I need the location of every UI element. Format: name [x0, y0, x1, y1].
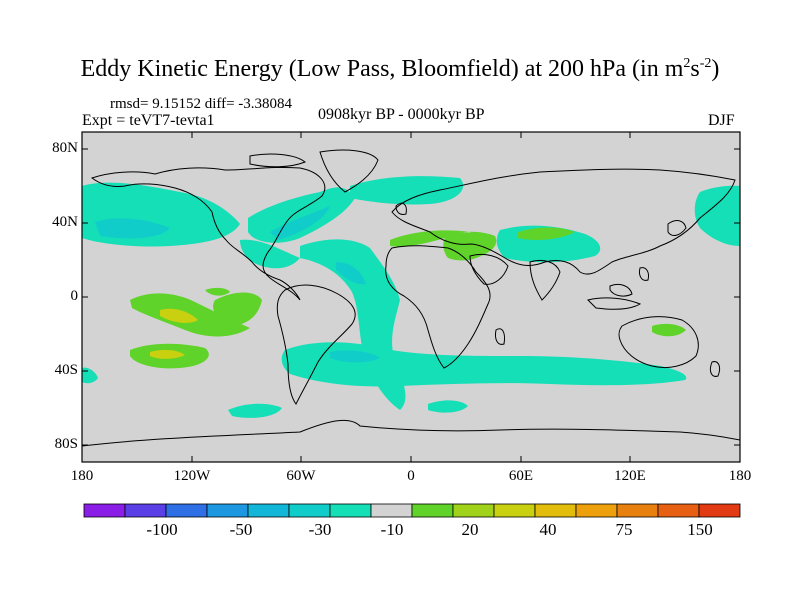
lat-tick-label: 0 — [70, 288, 79, 304]
greenland-coast — [319, 149, 379, 193]
philippines-coast — [639, 267, 649, 281]
south-pacific-positive-2 — [213, 292, 262, 326]
southern-ocean-core — [330, 350, 380, 363]
colorbar-label: 20 — [461, 520, 479, 539]
south-atlantic-high-lat — [428, 400, 468, 413]
lon-tick-label: 180 — [728, 468, 752, 484]
nw-pacific-anomaly — [694, 185, 740, 246]
colorbar-swatch — [247, 503, 290, 518]
australia-positive — [652, 323, 686, 337]
india-coast — [529, 259, 561, 301]
lon-tick-label: 60E — [508, 468, 534, 484]
east-pacific-anomaly — [240, 239, 300, 269]
lon-tick-label: 120W — [173, 468, 211, 484]
colorbar-swatch — [329, 503, 372, 518]
west-edge-southern-patch — [82, 367, 98, 384]
japan-coast — [667, 220, 687, 236]
experiment-label: Expt = teVT7-tevta1 — [82, 112, 215, 129]
arctic-islands-coast — [249, 153, 306, 168]
anomaly-fields — [82, 176, 740, 418]
coastlines — [82, 149, 740, 447]
colorbar-swatch — [165, 503, 208, 518]
colorbar-swatch — [288, 503, 331, 518]
south-america-coast — [276, 284, 356, 405]
north-pacific-anomaly-core — [95, 218, 170, 239]
australia-coast — [618, 316, 699, 369]
lat-tick-label: 40N — [52, 214, 78, 230]
colorbar-label: 75 — [615, 520, 633, 539]
colorbar-swatch — [575, 503, 618, 518]
north-america-coast — [90, 166, 326, 301]
colorbar-label: -10 — [380, 520, 404, 539]
colorbar-swatch — [83, 503, 126, 518]
colorbar-swatch — [411, 503, 454, 518]
colorbar-swatch — [493, 503, 536, 518]
madagascar-coast — [495, 328, 505, 345]
colorbar-label: -30 — [308, 520, 332, 539]
asia-positive-patch — [518, 227, 575, 240]
lon-tick-label: 0 — [407, 468, 415, 484]
uk-coast — [395, 202, 407, 215]
eurasia-coast — [391, 168, 736, 275]
colorbar-label: -50 — [229, 520, 253, 539]
lon-tick-label: 180 — [70, 468, 94, 484]
colorbar-swatch — [657, 503, 700, 518]
borneo-coast — [609, 283, 633, 297]
indonesia-coast — [587, 297, 642, 310]
axis-ticks — [81, 132, 741, 462]
africa-coast — [385, 245, 491, 369]
colorbar-swatch — [534, 503, 577, 518]
colorbar-swatch — [452, 503, 495, 518]
colorbar — [83, 503, 741, 518]
middle-east-positive — [443, 232, 490, 259]
colorbar-swatch — [370, 503, 413, 518]
new-zealand-coast — [709, 361, 721, 377]
colorbar-swatch — [124, 503, 167, 518]
south-pacific-small-patch — [205, 287, 230, 296]
stats-label: rmsd= 9.15152 diff= -3.38084 — [110, 96, 293, 112]
south-pacific-high-lat — [228, 403, 282, 418]
season-label: DJF — [708, 112, 735, 129]
north-atlantic-anomaly — [248, 187, 355, 243]
lat-tick-label: 40S — [54, 362, 78, 378]
colorbar-swatch — [698, 503, 741, 518]
atlantic-diagonal-anomaly-core — [336, 262, 366, 285]
southern-ocean-anomaly — [281, 342, 687, 387]
colorbar-label: 40 — [539, 520, 557, 539]
lon-tick-label: 60W — [286, 468, 316, 484]
colorbar-swatch — [616, 503, 659, 518]
south-pacific-lower-core — [150, 349, 185, 359]
colorbar-label: 150 — [687, 520, 713, 539]
chart-title: Eddy Kinetic Energy (Low Pass, Bloomfiel… — [80, 56, 720, 82]
colorbar-swatch — [206, 503, 249, 518]
colorbar-label: -100 — [146, 520, 178, 539]
north-atlantic-anomaly-core — [270, 206, 330, 240]
lat-tick-label: 80S — [54, 436, 78, 452]
arabia-coast — [469, 253, 509, 285]
south-pacific-core — [160, 308, 198, 323]
lon-tick-label: 120E — [614, 468, 646, 484]
eurasia-anomaly — [350, 176, 464, 205]
lat-tick-label: 80N — [52, 140, 78, 156]
antarctica-coast — [82, 419, 740, 447]
period-label: 0908kyr BP - 0000kyr BP — [318, 106, 485, 123]
